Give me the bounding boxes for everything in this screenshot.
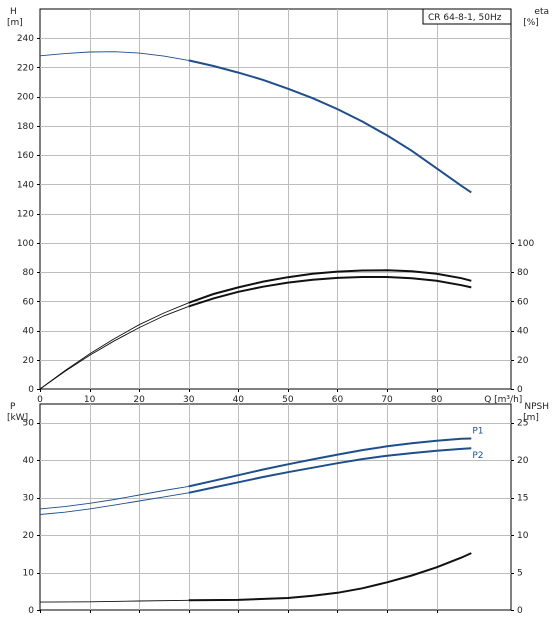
x-tick-label: 10 [84,395,96,405]
bottom-y-left-tick-label: 20 [23,531,35,541]
axis-labels: 0204060801001201401601802002202400204060… [7,7,549,616]
x-tick-label: 30 [183,395,195,405]
bottom-y-right-unit: [m] [523,413,539,423]
bottom-series-0-line [188,437,472,488]
top-y-left-tick-label: 80 [23,268,35,278]
top-y-left-tick-label: 40 [23,327,35,337]
bottom-y-right-tick-label: 25 [517,419,528,429]
top-y-left-tick-label: 180 [17,122,34,132]
top-y-left-tick-label: 0 [28,385,34,395]
top-y-left-tick-label: 60 [23,297,35,307]
top-y-left-tick-label: 100 [17,239,34,249]
bottom-y-left-tick-label: 0 [28,606,34,616]
bottom-y-right-tick-label: 0 [517,606,523,616]
bottom-y-right-tick-label: 5 [517,569,523,579]
bottom-y-right-tick-label: 20 [517,456,529,466]
bottom-series-1-thin [39,492,189,515]
x-tick-label: 80 [431,395,443,405]
top-y-right-tick-label: 20 [517,356,529,366]
series-label-p1: P1 [472,426,483,436]
top-y-right-label: eta [534,7,549,17]
top-y-left-unit: [m] [7,18,23,28]
bottom-y-left-tick-label: 50 [23,419,35,429]
top-y-left-tick-label: 20 [23,356,35,366]
top-y-right-tick-label: 100 [517,239,534,249]
bottom-series-0-thin [39,485,189,510]
bottom-series-2-line [188,552,472,602]
top-y-left-tick-label: 120 [17,210,34,220]
bottom-y-left-label: P [10,402,16,412]
top-y-right-tick-label: 80 [517,268,529,278]
bottom-y-right-tick-label: 10 [517,531,529,541]
bottom-series-1-line [188,447,472,494]
series-label-p2: P2 [472,451,483,461]
top-series-0-thin [39,51,189,61]
bottom-y-right-tick-label: 15 [517,494,528,504]
top-series-0-line [188,59,472,194]
top-y-left-tick-label: 220 [17,63,34,73]
top-series-2-thin [39,302,189,390]
top-series-1-thin [39,305,189,390]
top-y-right-unit: [%] [523,18,539,28]
top-y-left-tick-label: 240 [17,34,34,44]
top-y-right-tick-label: 40 [517,327,529,337]
top-y-left-tick-label: 200 [17,93,34,103]
bottom-y-left-tick-label: 10 [23,569,35,579]
chart-title: CR 64-8-1, 50Hz [428,13,502,23]
x-tick-label: 60 [332,395,344,405]
bottom-panel-grid [37,404,514,613]
bottom-y-right-label: NPSH [524,402,549,412]
bottom-y-left-tick-label: 30 [23,494,35,504]
top-panel-series [39,51,472,390]
bottom-series-2-thin [39,599,189,603]
bottom-panel-series [39,437,472,603]
bottom-panel-frame [39,403,512,611]
x-tick-label: 20 [133,395,145,405]
top-series-2-line [188,269,472,304]
x-tick-label: 70 [381,395,393,405]
top-y-right-tick-label: 0 [517,385,523,395]
bottom-y-left-tick-label: 40 [23,456,35,466]
x-tick-label: 0 [37,395,43,405]
top-panel-grid [37,9,514,392]
top-series-1-line [188,276,472,308]
top-y-left-tick-label: 140 [17,180,34,190]
x-tick-label: 50 [282,395,294,405]
title-box [422,8,512,25]
top-y-right-tick-label: 60 [517,297,529,307]
bottom-y-left-unit: [kW] [7,413,28,423]
top-y-left-label: H [10,7,17,17]
x-tick-label: 40 [233,395,245,405]
x-axis-label: Q [m³/h] [484,395,522,405]
top-y-left-tick-label: 160 [17,151,34,161]
top-panel-frame [39,8,512,390]
